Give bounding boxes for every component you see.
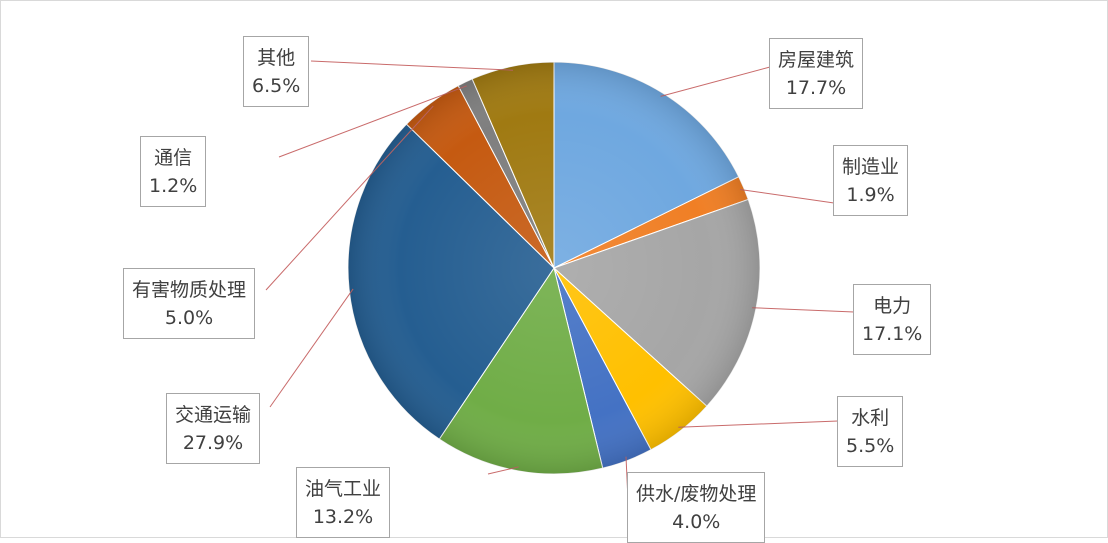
label-oil-gas: 油气工业 13.2% (296, 467, 391, 538)
label-water-conservancy: 水利 5.5% (837, 396, 904, 467)
label-water-supply-waste-name: 供水/废物处理 (636, 483, 757, 505)
leader-line-building (660, 66, 771, 97)
label-other-name: 其他 (257, 47, 296, 69)
label-water-conservancy-value: 5.5% (846, 435, 895, 457)
leader-line-water-conservancy (678, 420, 839, 428)
label-building: 房屋建筑 17.7% (769, 38, 864, 109)
label-power-value: 17.1% (862, 323, 923, 345)
label-hazardous-waste: 有害物质处理 5.0% (123, 268, 256, 339)
label-telecom-name: 通信 (154, 147, 193, 169)
label-power-name: 电力 (873, 295, 912, 317)
label-building-value: 17.7% (785, 77, 847, 99)
label-water-conservancy-name: 水利 (851, 407, 890, 429)
label-oil-gas-value: 13.2% (312, 506, 374, 528)
leader-line-other (310, 60, 514, 71)
label-transportation-name: 交通运输 (175, 404, 252, 426)
label-building-name: 房屋建筑 (778, 49, 855, 71)
label-manufacturing: 制造业 1.9% (833, 145, 909, 216)
label-other: 其他 6.5% (243, 36, 310, 107)
label-telecom-value: 1.2% (149, 175, 198, 197)
label-hazardous-waste-value: 5.0% (164, 307, 214, 329)
label-other-value: 6.5% (252, 75, 301, 97)
label-transportation: 交通运输 27.9% (166, 393, 261, 464)
leader-line-manufacturing (740, 189, 835, 204)
label-manufacturing-name: 制造业 (842, 156, 900, 178)
label-power: 电力 17.1% (853, 284, 932, 355)
label-water-supply-waste-value: 4.0% (672, 511, 721, 533)
label-oil-gas-name: 油气工业 (305, 478, 382, 500)
label-water-supply-waste: 供水/废物处理 4.0% (627, 472, 766, 543)
leader-line-transportation (269, 288, 354, 408)
label-transportation-value: 27.9% (182, 432, 244, 454)
label-manufacturing-value: 1.9% (846, 184, 895, 206)
label-hazardous-waste-name: 有害物质处理 (132, 279, 247, 301)
leader-line-power (752, 307, 855, 313)
label-telecom: 通信 1.2% (140, 136, 207, 207)
